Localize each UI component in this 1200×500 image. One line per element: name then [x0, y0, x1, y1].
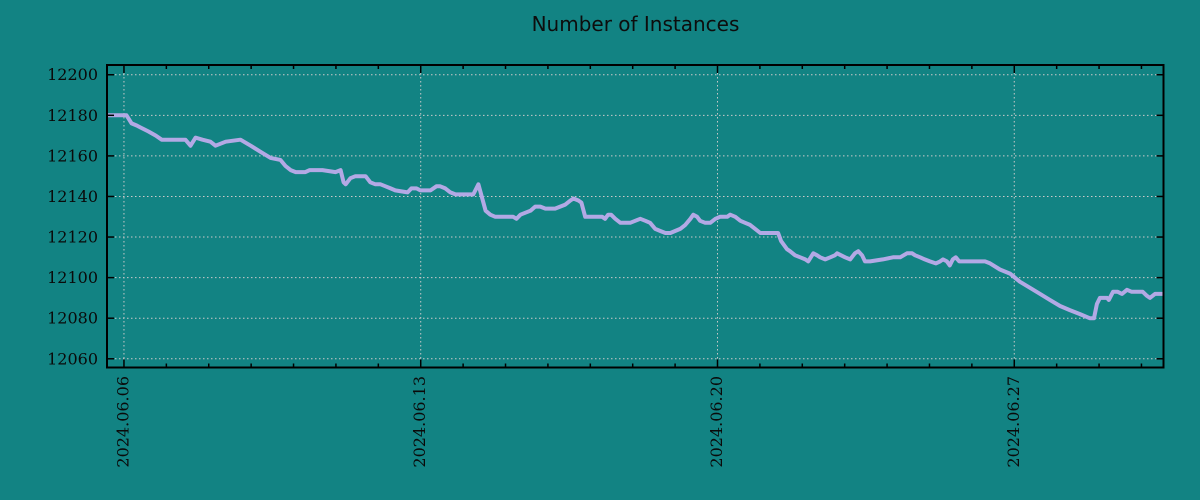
x-tick-label: 2024.06.27 [1004, 376, 1023, 468]
y-tick-label: 12120 [47, 228, 98, 247]
y-tick-label: 12160 [47, 146, 98, 165]
y-tick-label: 12200 [47, 65, 98, 84]
y-tick-label: 12080 [47, 309, 98, 328]
plot-border [106, 64, 1165, 369]
y-tick-label: 12060 [47, 349, 98, 368]
x-tick-label: 2024.06.06 [113, 376, 132, 468]
data-line-instances [107, 113, 1163, 321]
y-tick-label: 12180 [47, 106, 98, 125]
x-tick-label: 2024.06.20 [707, 376, 726, 468]
y-tick-label: 12140 [47, 187, 98, 206]
y-tick-label: 12100 [47, 268, 98, 287]
x-tick-label: 2024.06.13 [410, 376, 429, 468]
chart-title: Number of Instances [531, 12, 740, 36]
